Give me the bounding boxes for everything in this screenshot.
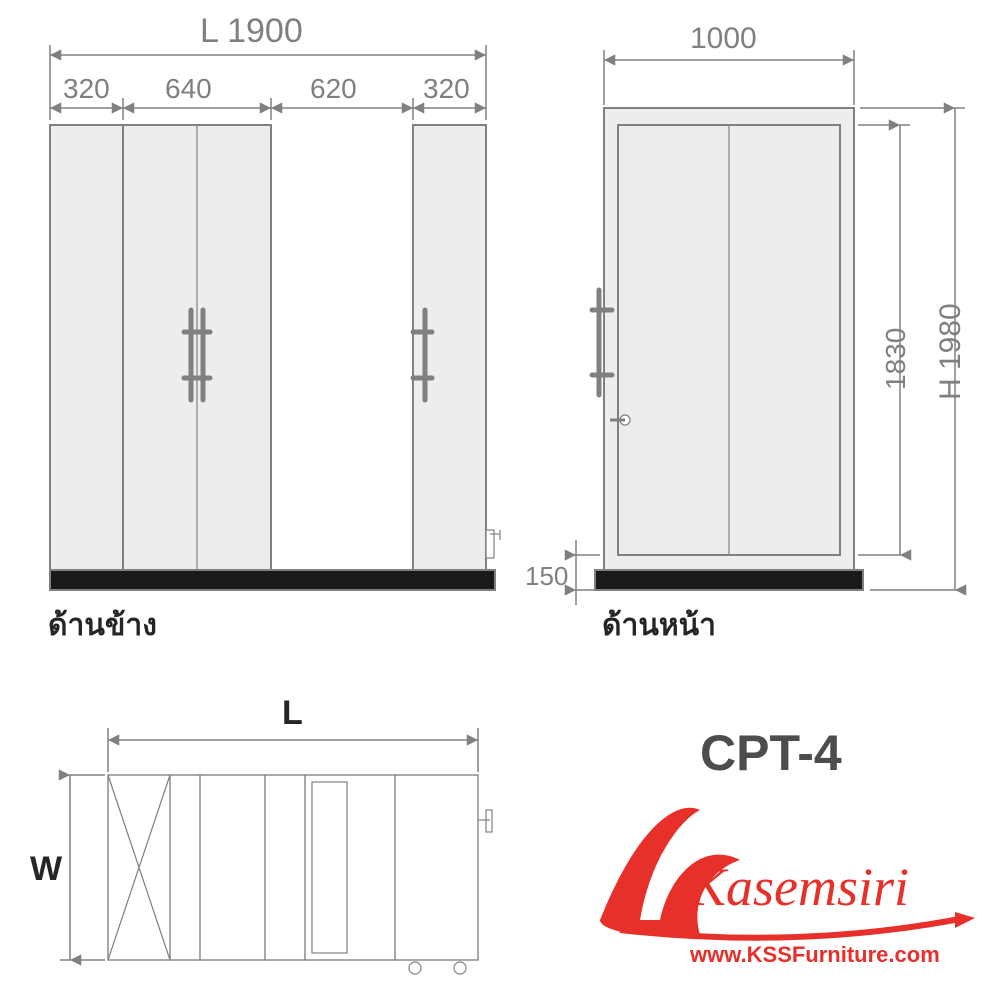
dim-overall: L 1900 (50, 12, 486, 120)
svg-text:1000: 1000 (690, 22, 757, 55)
svg-text:H 1980: H 1980 (934, 303, 967, 400)
dim-top-L: L (108, 694, 478, 772)
svg-text:320: 320 (423, 73, 470, 104)
front-view: 1000 H 1980 1830 150 ด้านหน้า (525, 22, 967, 642)
dim-segments: 320 640 620 320 (50, 73, 486, 120)
dim-base-height: 150 (525, 540, 600, 605)
dim-height-outer: H 1980 (860, 108, 967, 590)
logo-url: www.KSSFurniture.com (689, 942, 940, 967)
svg-text:620: 620 (310, 73, 357, 104)
side-view-label: ด้านข้าง (48, 609, 157, 642)
svg-text:640: 640 (165, 73, 212, 104)
brand-logo: Kasemsiri www.KSSFurniture.com (600, 808, 975, 967)
logo-name: Kasemsiri (689, 857, 909, 917)
svg-text:L: L (282, 694, 303, 732)
svg-text:1830: 1830 (880, 328, 911, 390)
dim-width: 1000 (604, 22, 854, 105)
svg-text:150: 150 (525, 561, 568, 591)
dim-top-W: W (30, 775, 105, 960)
dim-overall-label: L 1900 (200, 12, 303, 50)
dim-height-inner: 1830 (858, 125, 911, 555)
side-view: L 1900 320 640 620 320 ด้านข้าง (48, 12, 500, 642)
top-view: L W (30, 694, 492, 974)
front-view-label: ด้านหน้า (602, 609, 716, 642)
svg-text:W: W (30, 850, 63, 888)
svg-text:320: 320 (63, 73, 110, 104)
model-code: CPT-4 (700, 725, 842, 781)
